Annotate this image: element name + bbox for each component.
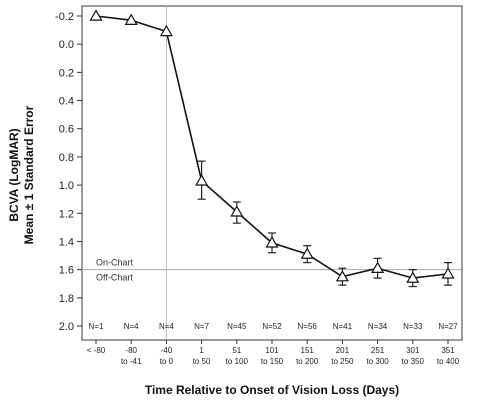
- sample-size-label: N=27: [438, 322, 458, 331]
- data-point-marker: [441, 267, 455, 279]
- x-tick-label: to 250: [331, 357, 354, 366]
- x-tick-label: 351: [441, 346, 455, 355]
- sample-size-label: N=34: [368, 322, 388, 331]
- data-markers: [89, 9, 455, 283]
- y-tick-label: 0.4: [59, 96, 74, 108]
- data-point-marker: [265, 236, 279, 248]
- x-tick-label: < -80: [87, 346, 106, 355]
- data-point-marker: [195, 174, 209, 186]
- sample-size-label: N=45: [227, 322, 247, 331]
- sample-size-label: N=7: [194, 322, 209, 331]
- y-tick-label: 1.8: [59, 293, 74, 305]
- y-tick-label: 1.6: [59, 265, 74, 277]
- error-bars: [197, 160, 452, 288]
- x-tick-label: to 150: [261, 357, 284, 366]
- sample-size-label: N=1: [89, 322, 104, 331]
- y-tick-label: 1.2: [59, 208, 74, 220]
- data-point-marker: [230, 205, 244, 217]
- x-tick-label: 51: [232, 346, 241, 355]
- sample-size-label: N=52: [262, 322, 282, 331]
- y-tick-label: -0.2: [55, 11, 74, 23]
- axes: [77, 5, 463, 344]
- data-point-marker: [124, 13, 138, 25]
- x-tick-label: to -41: [121, 357, 142, 366]
- x-tick-label: 201: [336, 346, 350, 355]
- x-tick-label: 101: [265, 346, 279, 355]
- plot-frame: [81, 5, 463, 341]
- data-point-marker: [371, 261, 385, 273]
- x-tick-label: 1: [199, 346, 204, 355]
- y-axis-title-line2: Mean ± 1 Standard Error: [22, 105, 36, 244]
- y-tick-label: 0.0: [59, 39, 74, 51]
- sample-size-label: N=56: [298, 322, 318, 331]
- x-tick-label: to 0: [160, 357, 174, 366]
- x-tick-label: -40: [161, 346, 173, 355]
- x-tick-label: to 100: [226, 357, 249, 366]
- data-point-marker: [335, 269, 349, 282]
- data-point-marker: [89, 9, 103, 21]
- x-tick-label: to 300: [366, 357, 389, 366]
- x-tick-label: to 400: [437, 357, 460, 366]
- y-tick-label: 1.4: [59, 236, 74, 248]
- data-point-marker: [300, 247, 314, 259]
- sample-size-label: N=4: [124, 322, 139, 331]
- data-point-marker: [406, 271, 420, 283]
- sample-size-label: N=4: [159, 322, 174, 331]
- on-chart-label: On-Chart: [96, 258, 134, 268]
- off-chart-label: Off-Chart: [96, 273, 133, 283]
- x-tick-label: 301: [406, 346, 420, 355]
- tick-labels: -0.2 0.0 0.2 0.4 0.6 0.8 1.0 1.2 1.4 1.6 1.8 2.0 < -…: [55, 11, 460, 366]
- y-axis-title-line1: BCVA (LogMAR): [7, 128, 21, 221]
- x-tick-label: 251: [371, 346, 385, 355]
- sample-size-label: N=33: [403, 322, 423, 331]
- y-tick-label: 0.2: [59, 67, 74, 79]
- y-tick-label: 0.8: [59, 152, 74, 164]
- x-tick-label: 151: [301, 346, 315, 355]
- x-axis-title: Time Relative to Onset of Vision Loss (D…: [145, 383, 399, 397]
- x-tick-label: to 350: [402, 357, 425, 366]
- x-tick-label: to 50: [193, 357, 211, 366]
- sample-size-label: N=41: [333, 322, 353, 331]
- data-point-marker: [159, 24, 173, 37]
- y-tick-label: 1.0: [59, 180, 74, 192]
- x-tick-label: to 200: [296, 357, 319, 366]
- y-tick-label: 0.6: [59, 124, 74, 136]
- y-tick-label: 2.0: [59, 321, 74, 333]
- reference-line-group: On-Chart Off-Chart: [82, 258, 462, 283]
- x-tick-label: -80: [125, 346, 137, 355]
